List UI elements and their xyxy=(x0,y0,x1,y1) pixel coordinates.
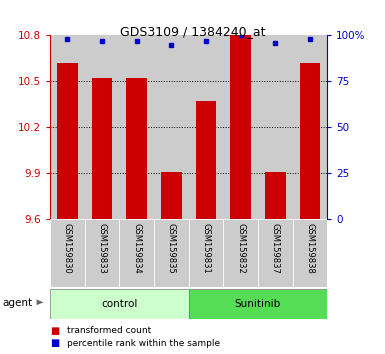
Bar xyxy=(293,35,327,219)
Text: GDS3109 / 1384240_at: GDS3109 / 1384240_at xyxy=(120,25,265,38)
Bar xyxy=(57,63,78,219)
Bar xyxy=(293,219,327,287)
Text: Sunitinib: Sunitinib xyxy=(235,298,281,309)
Bar xyxy=(258,35,293,219)
Text: control: control xyxy=(101,298,137,309)
Text: GSM159832: GSM159832 xyxy=(236,223,245,274)
Bar xyxy=(50,289,189,319)
Bar xyxy=(119,35,154,219)
Text: percentile rank within the sample: percentile rank within the sample xyxy=(67,339,221,348)
Bar xyxy=(161,172,182,219)
Bar xyxy=(154,219,189,287)
Bar xyxy=(189,35,223,219)
Bar xyxy=(50,219,85,287)
Bar xyxy=(92,78,112,219)
Text: transformed count: transformed count xyxy=(67,326,152,336)
Text: GSM159833: GSM159833 xyxy=(97,223,107,274)
Text: GSM159830: GSM159830 xyxy=(63,223,72,274)
Text: GSM159835: GSM159835 xyxy=(167,223,176,274)
Bar xyxy=(258,219,293,287)
Text: agent: agent xyxy=(2,298,32,308)
Bar xyxy=(230,35,251,219)
Text: GSM159831: GSM159831 xyxy=(201,223,211,274)
Bar xyxy=(119,219,154,287)
Bar xyxy=(223,35,258,219)
Bar xyxy=(85,219,119,287)
Text: ■: ■ xyxy=(50,326,59,336)
Bar xyxy=(196,101,216,219)
Text: GSM159837: GSM159837 xyxy=(271,223,280,274)
Bar xyxy=(265,172,286,219)
Polygon shape xyxy=(37,299,44,305)
Text: ■: ■ xyxy=(50,338,59,348)
Bar xyxy=(189,219,223,287)
Bar xyxy=(85,35,119,219)
Bar xyxy=(300,63,320,219)
Bar xyxy=(189,289,327,319)
Bar xyxy=(126,78,147,219)
Bar xyxy=(154,35,189,219)
Bar xyxy=(223,219,258,287)
Text: GSM159838: GSM159838 xyxy=(305,223,315,274)
Text: GSM159834: GSM159834 xyxy=(132,223,141,274)
Bar xyxy=(50,35,85,219)
